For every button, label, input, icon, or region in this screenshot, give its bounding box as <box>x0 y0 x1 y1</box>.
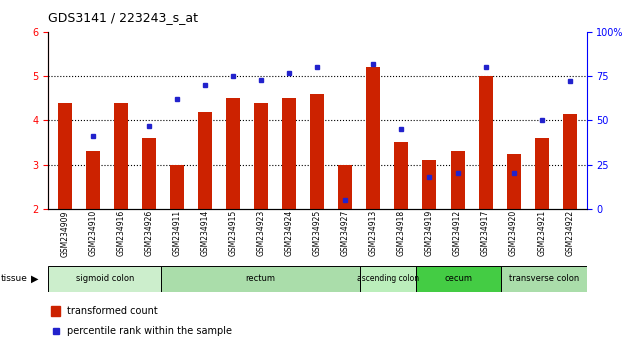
Bar <box>86 152 100 209</box>
Bar <box>501 266 587 292</box>
Text: percentile rank within the sample: percentile rank within the sample <box>67 326 232 336</box>
Bar <box>506 154 520 209</box>
Text: ▶: ▶ <box>31 274 38 284</box>
Text: GDS3141 / 223243_s_at: GDS3141 / 223243_s_at <box>48 11 198 24</box>
Bar <box>563 114 577 209</box>
Text: tissue: tissue <box>1 274 28 283</box>
Bar <box>367 67 380 209</box>
Bar <box>51 306 60 316</box>
Bar <box>254 103 268 209</box>
Bar <box>114 103 128 209</box>
Bar <box>310 94 324 209</box>
Bar <box>170 165 184 209</box>
Bar <box>48 266 162 292</box>
Bar <box>198 112 212 209</box>
Text: transformed count: transformed count <box>67 306 158 316</box>
Bar <box>162 266 360 292</box>
Text: rectum: rectum <box>246 274 276 283</box>
Bar <box>479 76 492 209</box>
Bar <box>226 98 240 209</box>
Bar <box>58 103 72 209</box>
Bar <box>360 266 417 292</box>
Text: ascending colon: ascending colon <box>357 274 419 283</box>
Bar <box>338 165 353 209</box>
Text: cecum: cecum <box>445 274 473 283</box>
Bar <box>422 160 437 209</box>
Bar <box>535 138 549 209</box>
Bar <box>282 98 296 209</box>
Bar <box>142 138 156 209</box>
Bar <box>451 152 465 209</box>
Bar <box>394 143 408 209</box>
Bar <box>417 266 501 292</box>
Text: transverse colon: transverse colon <box>509 274 579 283</box>
Text: sigmoid colon: sigmoid colon <box>76 274 134 283</box>
